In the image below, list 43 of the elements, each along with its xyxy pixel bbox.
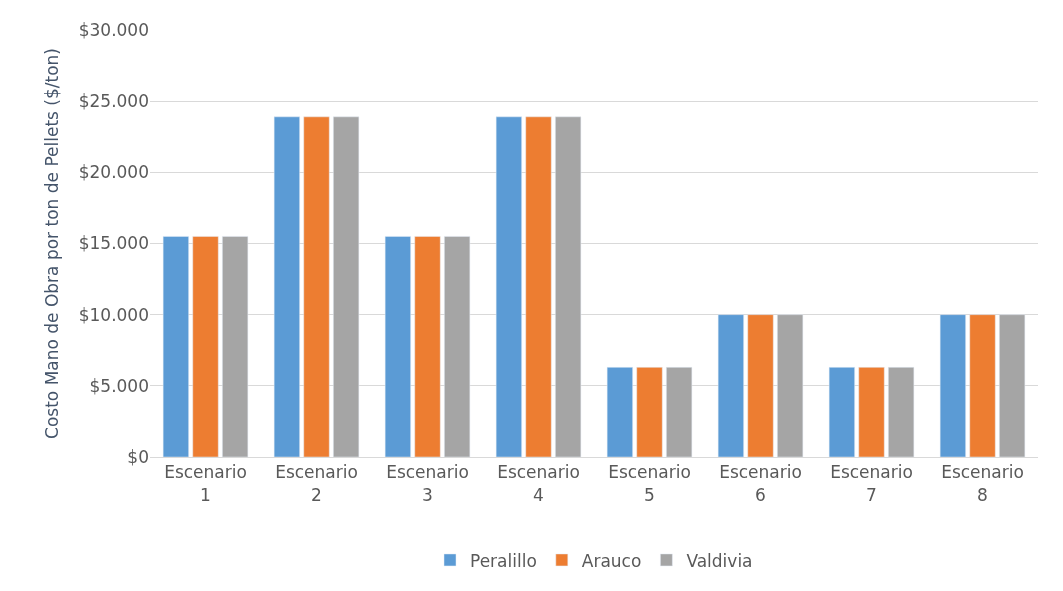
bar: [777, 314, 804, 457]
bar: [888, 367, 915, 457]
y-tick-label: $10.000: [78, 304, 149, 325]
y-tick-label: $0: [127, 446, 149, 467]
bar: [414, 236, 441, 457]
x-tick-label: Escenario 6: [719, 462, 802, 505]
bar: [303, 116, 330, 457]
bar: [747, 314, 774, 457]
bar: [222, 236, 249, 457]
x-tick-label: Escenario 5: [608, 462, 691, 505]
bar: [717, 314, 744, 457]
bar: [525, 116, 552, 457]
x-tick-label: Escenario 7: [830, 462, 913, 505]
x-tick-label: Escenario 3: [386, 462, 469, 505]
x-tick-label: Escenario 2: [275, 462, 358, 505]
bar: [384, 236, 411, 457]
bar: [858, 367, 885, 457]
legend-label: Peralillo: [470, 550, 537, 571]
legend-label: Arauco: [581, 550, 642, 571]
x-tick-label: Escenario 8: [941, 462, 1024, 505]
y-tick-label: $20.000: [78, 162, 149, 183]
y-tick-label: $30.000: [78, 19, 149, 40]
x-tick-label: Escenario 1: [164, 462, 247, 505]
bar: [444, 236, 471, 457]
bar: [969, 314, 996, 457]
y-tick-label: $25.000: [78, 91, 149, 112]
bar: [495, 116, 522, 457]
bar: [333, 116, 360, 457]
bar: [828, 367, 855, 457]
bar: [192, 236, 219, 457]
y-axis-title: Costo Mano de Obra por ton de Pellets ($/ton): [42, 48, 63, 439]
bar: [606, 367, 633, 457]
bar: [636, 367, 663, 457]
bar: [162, 236, 189, 457]
bar: [939, 314, 966, 457]
bar: [555, 116, 582, 457]
bar: [999, 314, 1026, 457]
y-tick-label: $5.000: [89, 375, 149, 396]
x-tick-label: Escenario 4: [497, 462, 580, 505]
y-tick-label: $15.000: [78, 233, 149, 254]
bar: [666, 367, 693, 457]
bar: [273, 116, 300, 457]
legend-label: Valdivia: [686, 550, 753, 571]
